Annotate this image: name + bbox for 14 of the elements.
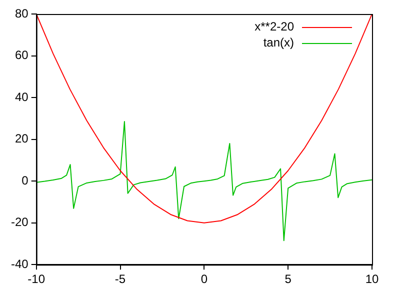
legend-label: x**2-20 <box>254 19 294 34</box>
y-tick-label: -40 <box>11 256 29 271</box>
x-tick-label: 5 <box>284 272 292 286</box>
x-tick-label: -5 <box>114 272 126 286</box>
y-tick-label: 40 <box>14 90 29 104</box>
x-tick-label: 0 <box>200 272 208 286</box>
y-tick-label: 20 <box>14 132 29 146</box>
y-tick-label: 60 <box>14 48 29 62</box>
x-tick-label: 10 <box>365 272 379 286</box>
y-tick-label: 0 <box>22 173 29 188</box>
x-tick-label: -10 <box>28 272 46 286</box>
legend-label: tan(x) <box>263 35 294 50</box>
y-tick-label: 80 <box>14 6 29 20</box>
y-tick-label: -20 <box>11 215 29 230</box>
